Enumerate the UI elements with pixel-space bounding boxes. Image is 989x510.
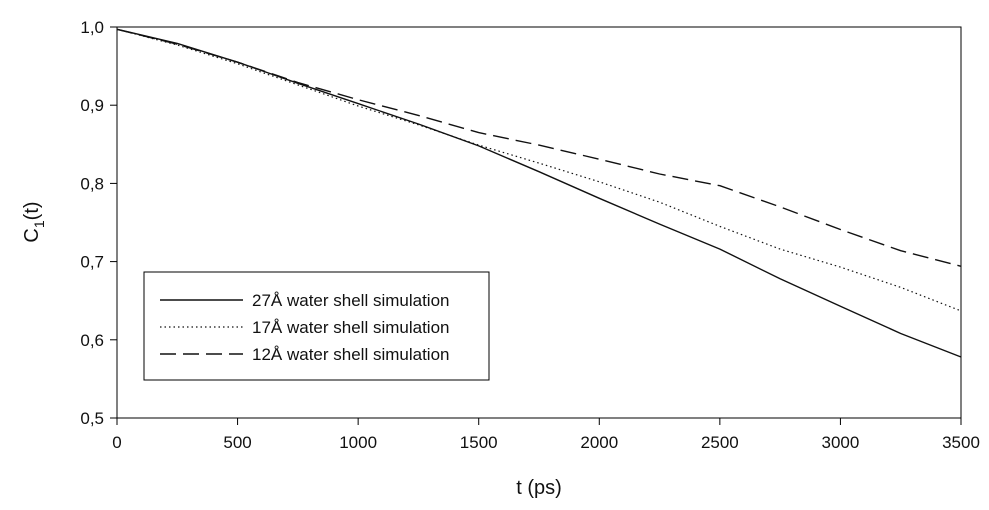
- series-layer: [116, 28, 962, 358]
- x-tick-label: 3000: [822, 433, 860, 452]
- x-tick-label: 2500: [701, 433, 739, 452]
- legend-label-dashed: 12Å water shell simulation: [252, 345, 449, 364]
- x-tick-label: 0: [112, 433, 121, 452]
- y-axis-title-subscript: 1: [31, 220, 47, 228]
- y-tick-label: 0,8: [80, 174, 104, 193]
- plot-frame: [116, 26, 962, 419]
- legend-label-dotted: 17Å water shell simulation: [252, 318, 449, 337]
- y-axis-title-main: C: [21, 228, 43, 242]
- y-axis-ticks: 0,5 0,6 0,7 0,8 0,9 1,0: [80, 18, 117, 428]
- y-tick-label: 0,5: [80, 409, 104, 428]
- legend-box: [143, 271, 490, 381]
- y-tick-label: 0,7: [80, 253, 104, 272]
- y-tick-label: 0,9: [80, 96, 104, 115]
- series-line-dotted: [116, 28, 962, 312]
- y-axis-title-tail: (t): [21, 201, 43, 220]
- x-axis-title: t (ps): [516, 477, 562, 499]
- y-axis-title: C1(t): [21, 201, 47, 242]
- y-tick-label: 1,0: [80, 18, 104, 37]
- x-axis-ticks: 0 500 1000 1500 2000 2500 3000 3500: [112, 418, 980, 452]
- x-tick-label: 2000: [580, 433, 618, 452]
- series-line-dashed: [116, 28, 962, 267]
- legend-label-solid: 27Å water shell simulation: [252, 291, 449, 310]
- x-tick-label: 3500: [942, 433, 980, 452]
- x-tick-label: 1000: [339, 433, 377, 452]
- y-tick-label: 0,6: [80, 331, 104, 350]
- x-tick-label: 500: [223, 433, 251, 452]
- x-tick-label: 1500: [460, 433, 498, 452]
- legend: 27Å water shell simulation 17Å water shel…: [143, 271, 490, 381]
